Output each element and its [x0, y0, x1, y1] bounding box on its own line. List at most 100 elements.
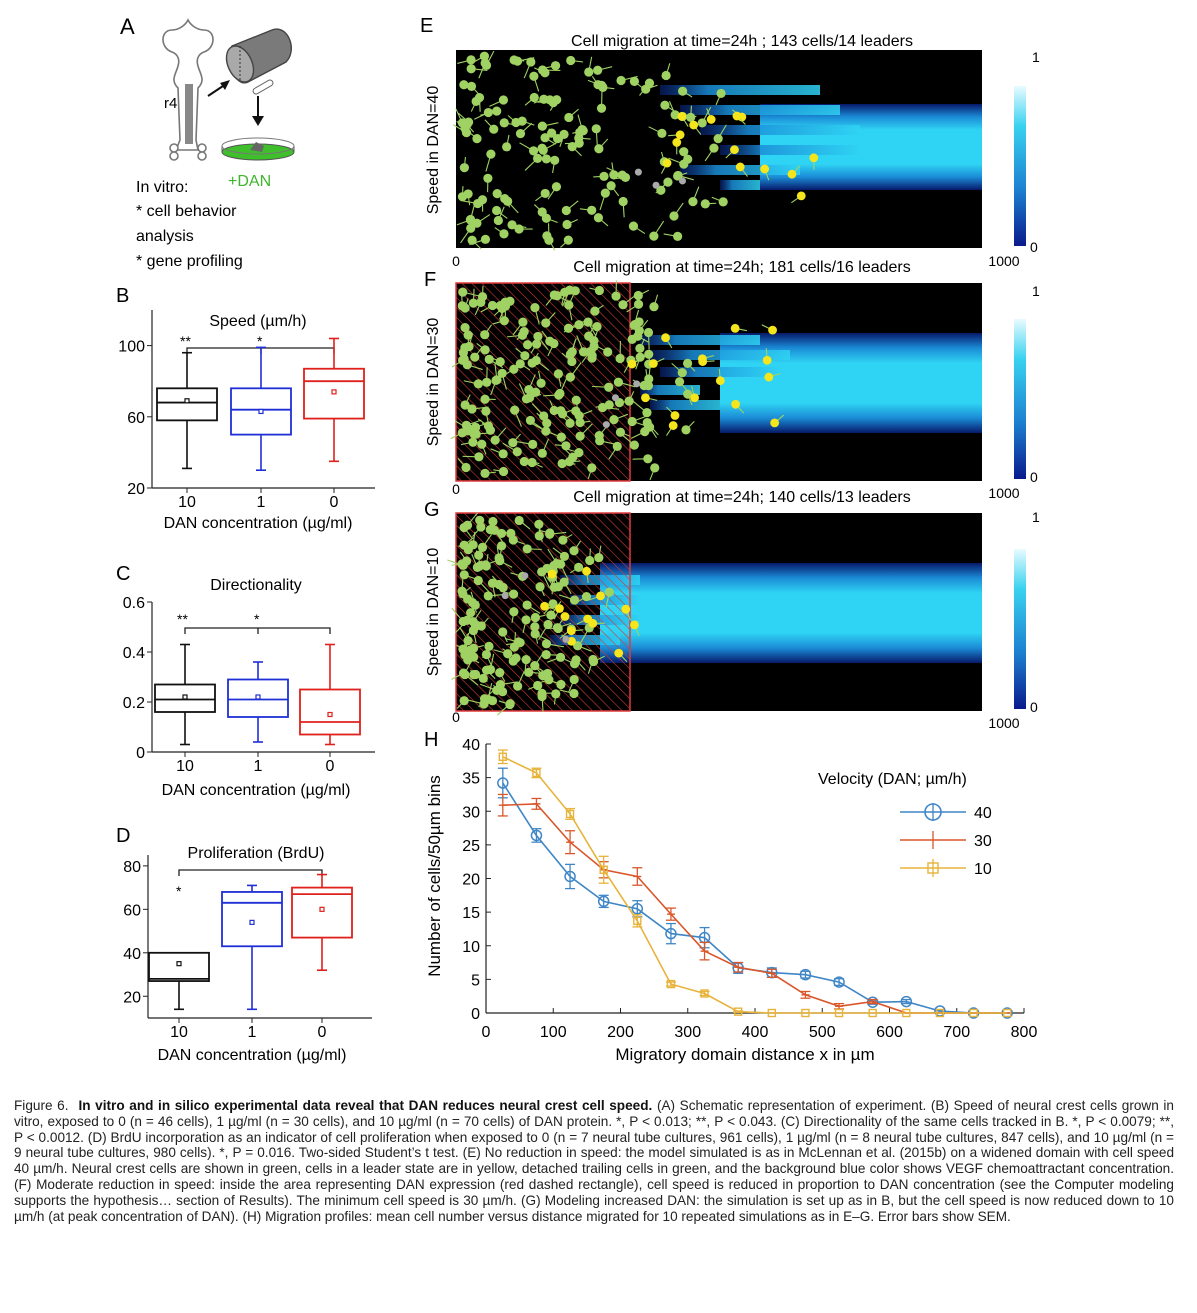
chart-title-d: Proliferation (BrdU) — [188, 845, 325, 862]
green-cell — [554, 390, 564, 400]
green-cell — [550, 155, 560, 165]
green-cell — [533, 331, 543, 342]
green-cell — [495, 668, 505, 678]
detached-cell — [521, 572, 529, 580]
green-cell — [553, 369, 564, 379]
green-cell — [466, 81, 477, 91]
green-cell — [716, 88, 726, 99]
green-cell — [539, 411, 549, 421]
green-cell — [463, 189, 473, 199]
leader-cell — [627, 359, 637, 369]
green-cell — [464, 342, 474, 352]
leader-cell — [768, 325, 777, 335]
panel-c: C Directionality DAN concentration (µg/m… — [116, 563, 375, 799]
green-cell — [528, 439, 538, 450]
y-tick-label: 100 — [118, 339, 145, 356]
panel-label-e: E — [420, 15, 433, 37]
box-mean — [249, 919, 255, 925]
detached-cell — [652, 181, 660, 189]
green-cell — [593, 65, 603, 75]
green-cell — [571, 406, 581, 416]
data-point — [700, 989, 709, 998]
green-cell — [679, 147, 689, 157]
data-point — [565, 809, 575, 819]
caption-title: In vitro and in silico experimental data… — [78, 1098, 653, 1113]
box-0 — [303, 337, 365, 463]
green-cell — [460, 669, 470, 680]
green-cell — [483, 107, 493, 118]
vegf-corridor — [600, 563, 982, 663]
y-tick-label: 30 — [462, 804, 480, 821]
vegf-stream — [650, 400, 720, 410]
green-cell — [535, 582, 545, 592]
green-cell — [603, 347, 613, 357]
green-cell — [549, 290, 559, 300]
green-cell — [500, 193, 510, 204]
box-mean — [327, 711, 333, 718]
green-cell — [500, 297, 510, 307]
leader-cell — [670, 411, 680, 420]
x-tick-label: 600 — [876, 1024, 903, 1041]
green-cell — [635, 343, 645, 353]
green-cell — [479, 51, 490, 61]
sim-title-f: Cell migration at time=24h; 181 cells/16… — [573, 259, 911, 276]
sim-x0-g: 0 — [452, 709, 460, 725]
x-tick-label: 10 — [176, 758, 194, 775]
green-cell — [530, 622, 540, 632]
sim-x1-f: 1000 — [988, 485, 1019, 501]
green-cell — [467, 404, 477, 414]
leader-cell — [630, 620, 639, 630]
green-cell — [553, 582, 563, 592]
green-cell — [587, 463, 597, 473]
green-cell — [670, 110, 680, 120]
box-mean — [331, 389, 337, 395]
green-cell — [458, 616, 468, 627]
green-cell — [633, 290, 643, 301]
green-cell — [481, 406, 491, 416]
green-cell — [534, 531, 544, 541]
green-cell — [682, 358, 693, 368]
sig-b-1: ** — [180, 333, 191, 349]
chart-title-b: Speed (µm/h) — [209, 313, 306, 330]
green-cell — [564, 112, 574, 123]
green-cell — [459, 570, 469, 580]
green-cell — [474, 550, 484, 560]
green-cell — [574, 448, 584, 458]
green-cell — [483, 173, 493, 183]
green-cell — [460, 400, 470, 410]
green-cell — [564, 300, 574, 310]
green-cell — [650, 463, 660, 473]
green-cell — [457, 428, 467, 438]
x-tick-label: 1 — [248, 1024, 257, 1041]
green-cell — [534, 519, 544, 529]
green-cell — [473, 575, 483, 586]
green-cell — [644, 374, 654, 384]
cbar-top-f: 1 — [1032, 283, 1040, 299]
green-cell — [521, 615, 531, 625]
series-line — [502, 782, 1008, 1014]
leader-cell — [690, 393, 700, 403]
green-cell — [526, 57, 536, 67]
y-tick-label: 20 — [462, 872, 480, 889]
sig-d-1: * — [176, 883, 182, 899]
leader-cell — [560, 612, 570, 621]
leader-cell — [668, 421, 678, 430]
green-cell — [616, 75, 626, 86]
data-point — [633, 916, 642, 926]
y-axis-label: Number of cells/50µm bins — [425, 775, 444, 977]
green-cell — [585, 555, 595, 566]
green-cell — [584, 331, 594, 341]
green-cell — [522, 600, 532, 610]
green-cell — [587, 205, 597, 215]
y-tick-label: 5 — [471, 972, 480, 989]
green-cell — [470, 352, 480, 362]
series-10 — [497, 749, 1012, 1018]
data-point — [599, 865, 608, 874]
green-cell — [466, 223, 476, 233]
leader-cell — [540, 601, 549, 611]
green-cell — [477, 439, 487, 449]
panel-label-f: F — [424, 269, 436, 291]
x-tick-label: 0 — [330, 494, 339, 511]
box-10 — [148, 951, 210, 1011]
x-tick-label: 10 — [178, 494, 196, 511]
